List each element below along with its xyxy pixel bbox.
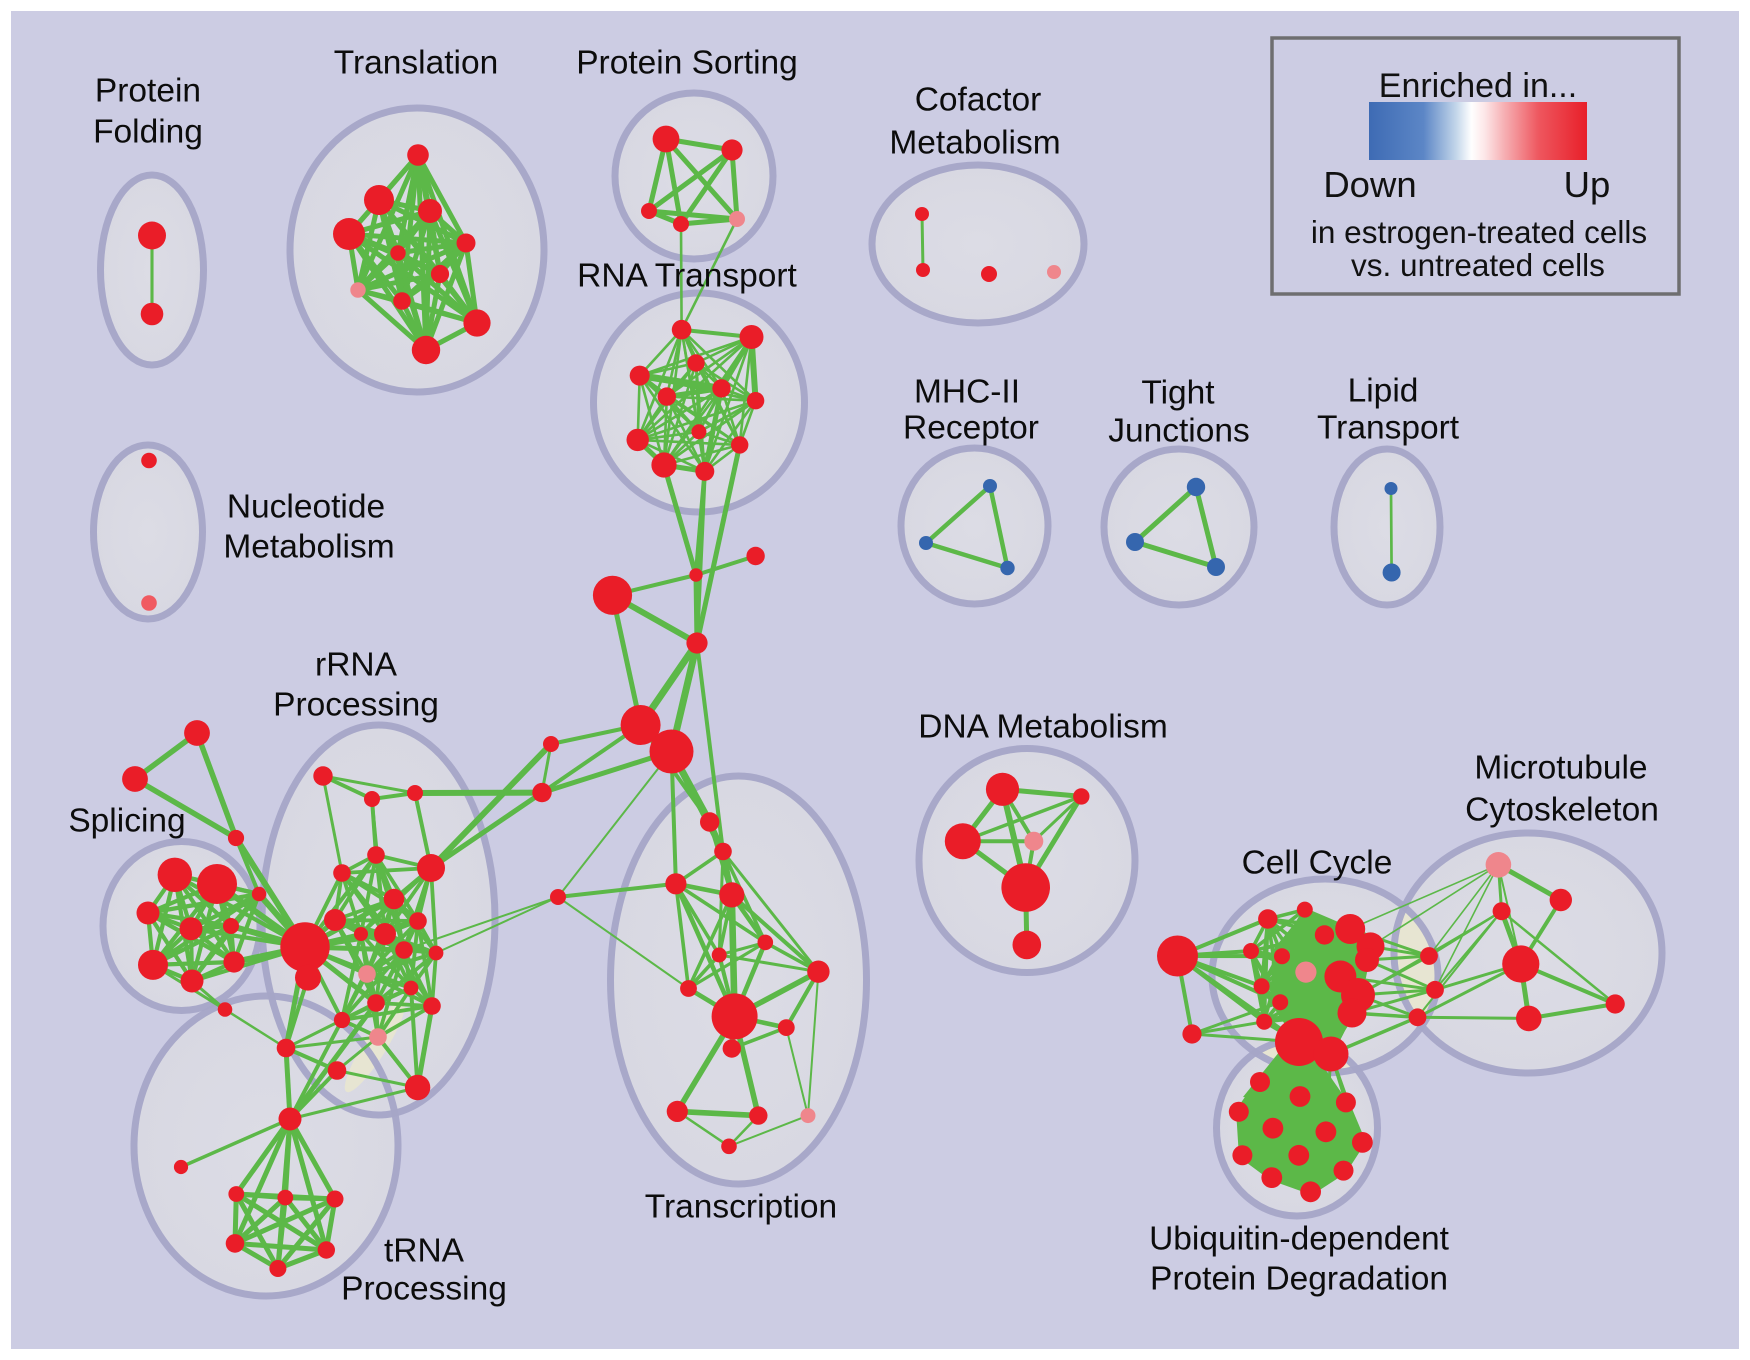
svg-text:Ubiquitin-dependent: Ubiquitin-dependent bbox=[1149, 1221, 1450, 1258]
svg-text:vs. untreated cells: vs. untreated cells bbox=[1351, 247, 1605, 283]
svg-text:Splicing: Splicing bbox=[68, 803, 185, 840]
svg-text:Translation: Translation bbox=[334, 45, 498, 82]
svg-text:Cell Cycle: Cell Cycle bbox=[1242, 845, 1393, 882]
svg-text:Protein: Protein bbox=[95, 73, 201, 110]
svg-text:Protein Sorting: Protein Sorting bbox=[576, 45, 798, 82]
svg-text:Metabolism: Metabolism bbox=[223, 529, 394, 566]
svg-text:Down: Down bbox=[1323, 164, 1416, 205]
svg-text:DNA Metabolism: DNA Metabolism bbox=[918, 709, 1167, 746]
svg-text:Folding: Folding bbox=[93, 114, 203, 151]
svg-text:Tight: Tight bbox=[1141, 375, 1215, 412]
svg-text:Junctions: Junctions bbox=[1108, 413, 1250, 450]
svg-text:Cytoskeleton: Cytoskeleton bbox=[1465, 792, 1659, 829]
svg-text:Transport: Transport bbox=[1317, 410, 1460, 447]
svg-text:Transcription: Transcription bbox=[645, 1189, 837, 1226]
svg-text:Lipid: Lipid bbox=[1348, 373, 1419, 410]
svg-text:Receptor: Receptor bbox=[903, 410, 1039, 447]
svg-text:MHC-II: MHC-II bbox=[914, 374, 1020, 411]
svg-text:Processing: Processing bbox=[273, 687, 439, 724]
svg-text:tRNA: tRNA bbox=[384, 1233, 465, 1270]
svg-text:Metabolism: Metabolism bbox=[889, 125, 1060, 162]
svg-text:Microtubule: Microtubule bbox=[1474, 750, 1647, 787]
svg-text:Nucleotide: Nucleotide bbox=[227, 489, 385, 526]
svg-text:rRNA: rRNA bbox=[315, 647, 398, 684]
svg-text:Processing: Processing bbox=[341, 1271, 507, 1308]
svg-text:RNA Transport: RNA Transport bbox=[577, 258, 797, 295]
svg-text:Up: Up bbox=[1564, 164, 1611, 205]
svg-text:Protein Degradation: Protein Degradation bbox=[1150, 1261, 1448, 1298]
svg-text:in estrogen-treated cells: in estrogen-treated cells bbox=[1311, 214, 1647, 250]
svg-text:Enriched in...: Enriched in... bbox=[1379, 67, 1577, 105]
svg-text:Cofactor: Cofactor bbox=[915, 82, 1042, 119]
